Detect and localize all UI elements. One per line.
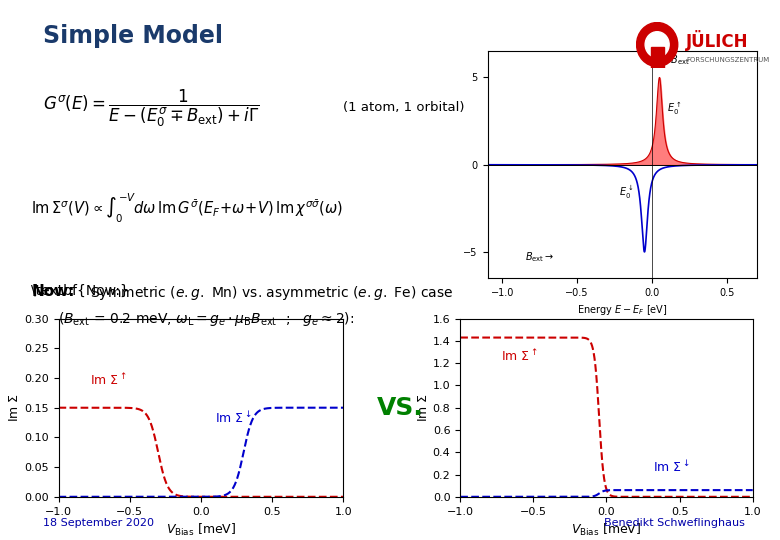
X-axis label: $V_{\mathrm{Bias}}$ [meV]: $V_{\mathrm{Bias}}$ [meV] xyxy=(165,522,236,538)
Circle shape xyxy=(636,23,678,66)
Text: 18 September 2020: 18 September 2020 xyxy=(43,518,154,528)
Text: Im $\Sigma^\downarrow$: Im $\Sigma^\downarrow$ xyxy=(653,460,690,475)
Text: JÜLICH: JÜLICH xyxy=(686,30,749,51)
Text: $E_0^\downarrow$: $E_0^\downarrow$ xyxy=(619,184,633,201)
Circle shape xyxy=(645,32,669,57)
Text: Symmetric ($e.g.$ Mn) vs. asymmetric ($e.g.$ Fe) case: Symmetric ($e.g.$ Mn) vs. asymmetric ($e… xyxy=(90,284,453,301)
Text: ($B_{\mathrm{ext}}$ = 0.2 meV, $\omega_\mathrm{L} = g_e \cdot \mu_\mathrm{B} B_{: ($B_{\mathrm{ext}}$ = 0.2 meV, $\omega_\… xyxy=(58,310,355,328)
Text: VS.: VS. xyxy=(377,396,424,420)
X-axis label: Energy $E-E_F$ [eV]: Energy $E-E_F$ [eV] xyxy=(576,303,668,318)
Text: Im $\Sigma^\uparrow$: Im $\Sigma^\uparrow$ xyxy=(501,348,537,364)
Text: Now:: Now: xyxy=(31,284,75,299)
Y-axis label: Im $\Sigma$: Im $\Sigma$ xyxy=(9,394,21,422)
Text: $\leftarrow B_{\mathrm{ext}}$: $\leftarrow B_{\mathrm{ext}}$ xyxy=(659,53,691,68)
Text: Simple Model: Simple Model xyxy=(43,24,223,48)
Bar xyxy=(651,47,664,68)
Text: $E_0^\uparrow$: $E_0^\uparrow$ xyxy=(667,100,682,117)
Text: $\mathrm{Im}\,\Sigma^{\sigma}(V) \propto \int_0^{-V} d\omega\, \mathrm{Im}\,G^{\: $\mathrm{Im}\,\Sigma^{\sigma}(V) \propto… xyxy=(31,191,343,225)
Text: (1 atom, 1 orbital): (1 atom, 1 orbital) xyxy=(343,102,465,114)
Text: Benedikt Schweflinghaus: Benedikt Schweflinghaus xyxy=(604,518,745,528)
Y-axis label: Im $\Sigma$: Im $\Sigma$ xyxy=(417,394,430,422)
Text: FORSCHUNGSZENTRUM: FORSCHUNGSZENTRUM xyxy=(686,57,770,63)
X-axis label: $V_{\mathrm{Bias}}$ [meV]: $V_{\mathrm{Bias}}$ [meV] xyxy=(571,522,642,538)
Text: $G^{\sigma}(E) = \dfrac{1}{E-(E_0^{\sigma} \mp B_{\mathrm{ext}})+i\Gamma}$: $G^{\sigma}(E) = \dfrac{1}{E-(E_0^{\sigm… xyxy=(43,87,260,129)
Text: $B_{\mathrm{ext}}\rightarrow$: $B_{\mathrm{ext}}\rightarrow$ xyxy=(525,251,555,265)
Text: \textbf{Now:}: \textbf{Now:} xyxy=(31,284,129,298)
Text: Im $\Sigma^\uparrow$: Im $\Sigma^\uparrow$ xyxy=(90,372,126,388)
Text: Im $\Sigma^\downarrow$: Im $\Sigma^\downarrow$ xyxy=(215,410,252,426)
